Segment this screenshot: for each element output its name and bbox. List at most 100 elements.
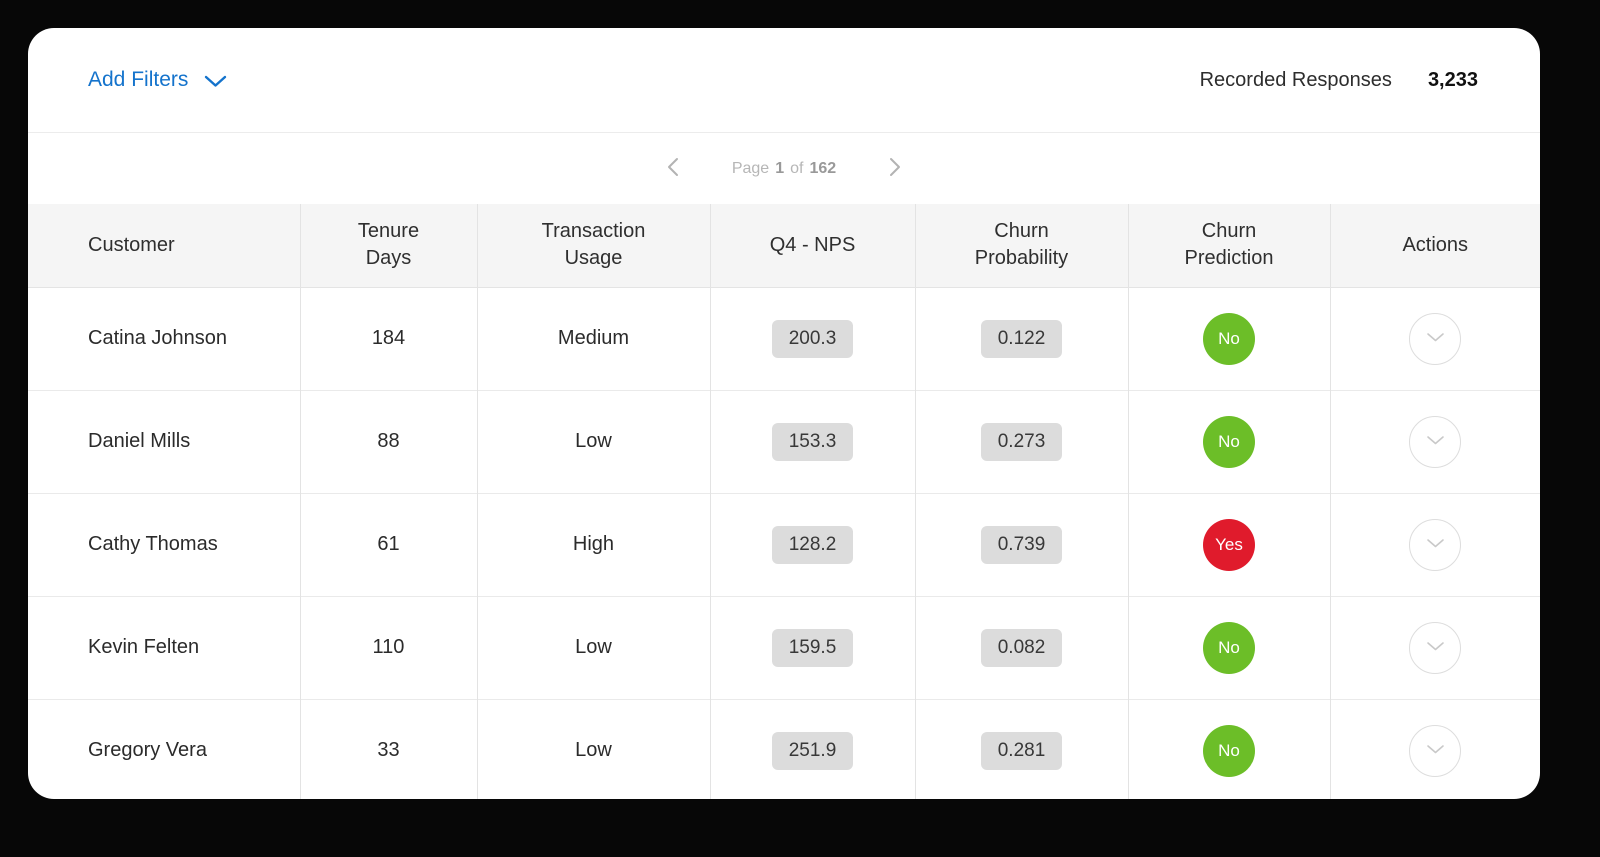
chevron-down-icon	[1426, 331, 1445, 346]
churn-probability-badge: 0.739	[980, 525, 1063, 564]
chevron-down-icon	[1426, 537, 1445, 552]
chevron-down-icon	[1426, 640, 1445, 655]
toolbar: Add Filters Recorded Responses 3,233	[28, 28, 1540, 133]
column-header-churn-prediction: Churn Prediction	[1127, 204, 1330, 288]
nps-value-badge: 153.3	[771, 422, 854, 461]
transaction-usage-value: Low	[575, 739, 612, 762]
column-header-tenure-days: Tenure Days	[299, 204, 477, 288]
add-filters-button[interactable]: Add Filters	[88, 68, 227, 92]
customers-table: Customer Tenure Days Transaction Usage Q…	[28, 204, 1540, 799]
tenure-days-value: 33	[377, 739, 400, 762]
pagination-next-button[interactable]	[883, 151, 907, 186]
churn-prediction-cell: No	[1127, 389, 1330, 493]
transaction-usage-value: Medium	[557, 327, 630, 349]
pagination-status: Page 1 of 162	[729, 160, 839, 178]
transaction-usage-value: Low	[575, 636, 612, 658]
chevron-right-icon	[889, 157, 901, 180]
data-table-card: Add Filters Recorded Responses 3,233 Pag…	[28, 28, 1540, 799]
actions-cell	[1329, 595, 1540, 699]
tenure-days-cell: 33	[299, 698, 477, 799]
customer-cell: Daniel Mills	[28, 389, 300, 493]
table-body: Catina Johnson 184 Medium 200.3 0.122 No…	[28, 287, 1540, 799]
churn-probability-badge: 0.122	[980, 319, 1063, 358]
row-actions-button[interactable]	[1409, 312, 1462, 365]
nps-value-badge: 251.9	[771, 731, 854, 770]
churn-probability-cell: 0.281	[914, 698, 1128, 799]
nps-value-badge: 159.5	[771, 628, 854, 667]
row-actions-button[interactable]	[1409, 415, 1462, 468]
tenure-days-cell: 184	[299, 287, 477, 390]
total-pages: 162	[809, 159, 837, 177]
churn-prediction-pill: Yes	[1203, 518, 1255, 571]
q4-nps-cell: 200.3	[709, 287, 915, 390]
q4-nps-cell: 251.9	[709, 698, 915, 799]
column-header-actions: Actions	[1329, 204, 1540, 288]
q4-nps-cell: 128.2	[709, 492, 915, 596]
tenure-days-value: 88	[377, 430, 400, 452]
transaction-usage-cell: Low	[476, 595, 710, 699]
actions-cell	[1329, 389, 1540, 493]
customer-cell: Catina Johnson	[28, 287, 300, 390]
churn-probability-badge: 0.281	[980, 731, 1063, 770]
chevron-down-icon	[204, 72, 227, 88]
churn-prediction-cell: No	[1127, 287, 1330, 390]
customer-cell: Gregory Vera	[28, 698, 300, 799]
q4-nps-cell: 159.5	[709, 595, 915, 699]
table-row: Gregory Vera 33 Low 251.9 0.281 No	[28, 698, 1540, 799]
recorded-responses: Recorded Responses 3,233	[1200, 69, 1478, 92]
add-filters-label: Add Filters	[88, 68, 189, 91]
transaction-usage-cell: High	[476, 492, 710, 596]
table-row: Kevin Felten 110 Low 159.5 0.082 No	[28, 595, 1540, 699]
tenure-days-cell: 61	[299, 492, 477, 596]
chevron-down-icon	[1426, 434, 1445, 449]
churn-prediction-cell: No	[1127, 595, 1330, 699]
churn-prediction-cell: No	[1127, 698, 1330, 799]
row-actions-button[interactable]	[1409, 518, 1462, 571]
churn-probability-cell: 0.273	[914, 389, 1128, 493]
churn-prediction-cell: Yes	[1127, 492, 1330, 596]
chevron-left-icon	[667, 157, 679, 180]
churn-probability-cell: 0.122	[914, 287, 1128, 390]
row-actions-button[interactable]	[1409, 621, 1462, 674]
actions-cell	[1329, 492, 1540, 596]
q4-nps-cell: 153.3	[709, 389, 915, 493]
customer-name: Daniel Mills	[88, 430, 191, 452]
column-header-customer: Customer	[28, 204, 300, 288]
tenure-days-value: 61	[377, 533, 400, 555]
nps-value-badge: 128.2	[771, 525, 854, 564]
churn-probability-badge: 0.273	[980, 422, 1063, 461]
customer-name: Catina Johnson	[88, 327, 227, 349]
pagination-prev-button[interactable]	[661, 151, 685, 186]
chevron-down-icon	[1426, 743, 1445, 758]
column-header-q4-nps: Q4 - NPS	[709, 204, 915, 288]
table-row: Catina Johnson 184 Medium 200.3 0.122 No	[28, 287, 1540, 390]
row-actions-button[interactable]	[1409, 724, 1462, 777]
customer-name: Gregory Vera	[88, 739, 207, 762]
column-header-churn-probability: Churn Probability	[914, 204, 1128, 288]
page-label: Page	[731, 159, 770, 177]
recorded-responses-count: 3,233	[1427, 68, 1478, 91]
transaction-usage-cell: Low	[476, 389, 710, 493]
table-row: Cathy Thomas 61 High 128.2 0.739 Yes	[28, 492, 1540, 596]
of-label: of	[790, 159, 804, 177]
actions-cell	[1329, 287, 1540, 390]
churn-prediction-pill: No	[1203, 415, 1255, 468]
transaction-usage-cell: Medium	[476, 287, 710, 390]
churn-prediction-pill: No	[1203, 312, 1255, 365]
column-header-transaction-usage: Transaction Usage	[476, 204, 710, 288]
tenure-days-cell: 110	[299, 595, 477, 699]
customer-name: Cathy Thomas	[88, 533, 218, 555]
churn-probability-cell: 0.082	[914, 595, 1128, 699]
churn-prediction-pill: No	[1203, 621, 1255, 674]
customer-cell: Kevin Felten	[28, 595, 300, 699]
churn-prediction-pill: No	[1203, 724, 1255, 777]
customer-cell: Cathy Thomas	[28, 492, 300, 596]
recorded-responses-label: Recorded Responses	[1199, 68, 1392, 91]
transaction-usage-value: High	[572, 533, 615, 555]
customer-name: Kevin Felten	[88, 636, 200, 658]
tenure-days-value: 110	[372, 636, 405, 658]
churn-probability-badge: 0.082	[980, 628, 1063, 667]
actions-cell	[1329, 698, 1540, 799]
pagination: Page 1 of 162	[28, 133, 1540, 204]
